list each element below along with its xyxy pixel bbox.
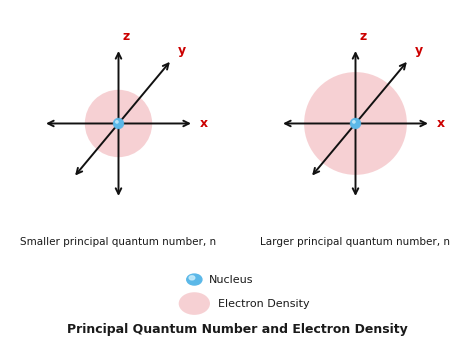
Text: y: y: [178, 44, 186, 57]
Text: z: z: [359, 30, 366, 43]
Circle shape: [304, 72, 407, 175]
Text: Electron Density: Electron Density: [218, 298, 310, 309]
Text: Nucleus: Nucleus: [209, 274, 253, 285]
Text: x: x: [200, 117, 208, 130]
Circle shape: [352, 120, 356, 124]
Circle shape: [85, 90, 152, 157]
Text: z: z: [122, 30, 129, 43]
Circle shape: [189, 276, 195, 280]
Circle shape: [179, 292, 210, 315]
Text: Larger principal quantum number, n: Larger principal quantum number, n: [261, 237, 450, 247]
Circle shape: [113, 118, 124, 129]
Text: Smaller principal quantum number, n: Smaller principal quantum number, n: [20, 237, 217, 247]
Circle shape: [187, 274, 202, 285]
Text: y: y: [415, 44, 423, 57]
Circle shape: [115, 120, 119, 124]
Text: Principal Quantum Number and Electron Density: Principal Quantum Number and Electron De…: [67, 323, 407, 336]
Circle shape: [350, 118, 361, 129]
Text: x: x: [437, 117, 445, 130]
